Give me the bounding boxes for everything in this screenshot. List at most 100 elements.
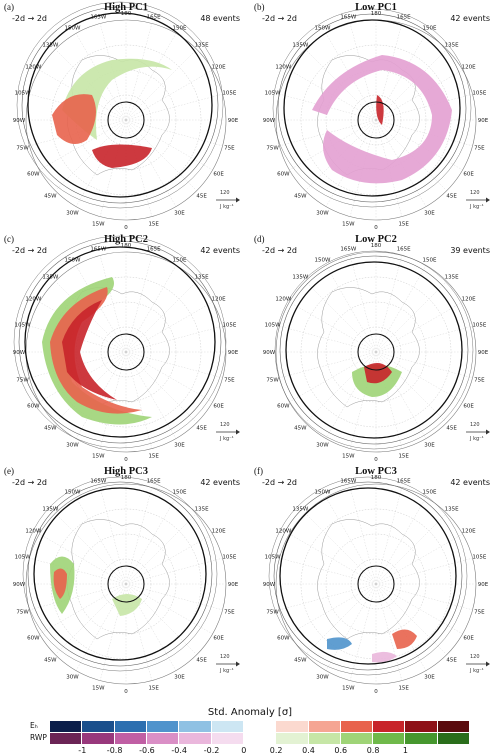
longitude-label: 150E — [423, 257, 437, 263]
longitude-label: 105E — [222, 90, 236, 96]
longitude-label: 90W — [263, 350, 276, 356]
colorbar-row-rwp — [50, 733, 471, 744]
panel-time-window: -2d → 2d — [262, 246, 298, 255]
longitude-label: 165E — [147, 479, 161, 485]
longitude-label: 150E — [173, 257, 187, 263]
colorbar-swatch — [437, 733, 471, 744]
longitude-label: 30W — [66, 675, 79, 681]
vector-key-unit: J kg⁻¹ — [220, 436, 234, 442]
longitude-label: 60E — [463, 636, 474, 642]
vector-key-value: 120 — [470, 190, 480, 196]
longitude-label: 150W — [65, 489, 81, 495]
longitude-label: 105E — [222, 322, 236, 328]
longitude-label: 75E — [474, 378, 485, 384]
panel-time-window: -2d → 2d — [12, 14, 48, 23]
longitude-label: 45W — [44, 658, 57, 664]
longitude-label: 0 — [124, 689, 128, 695]
contour-line — [18, 240, 222, 444]
coastline — [317, 287, 420, 408]
longitude-label: 135E — [445, 506, 459, 512]
longitude-label: 60W — [277, 172, 290, 178]
contour-line — [21, 6, 219, 204]
longitude-label: 75E — [474, 146, 485, 152]
panel-title: Low PC3 — [355, 466, 397, 477]
longitude-label: 15E — [398, 453, 409, 459]
jet-ring — [283, 19, 461, 197]
longitude-label: 105W — [15, 90, 31, 96]
contour-line — [16, 1, 224, 209]
longitude-label: 30E — [424, 211, 435, 217]
panel-time-window: -2d → 2d — [262, 478, 298, 487]
longitude-label: 120E — [462, 297, 476, 303]
map-panel: 180 165E 150E 135E 120E 105E 90E 75E 60E 45E 30E 15… — [2, 232, 250, 464]
panel-title: High PC2 — [103, 234, 149, 245]
longitude-label: 90W — [13, 582, 26, 588]
longitude-label: 15W — [342, 685, 355, 691]
colorbar-tick-label: 0.8 — [366, 746, 380, 755]
longitude-label: 120E — [212, 65, 226, 71]
anomaly-region — [62, 300, 117, 400]
panel-event-count: 48 events — [200, 14, 240, 23]
anomaly-region — [312, 55, 452, 184]
longitude-label: 105W — [265, 90, 281, 96]
longitude-label: 30E — [174, 443, 185, 449]
colorbar: Std. Anomaly [σ] Eₕ RWP -1 -0.8 -0.6 -0.4 -0… — [30, 706, 500, 756]
longitude-label: 135E — [195, 274, 209, 280]
arrow-icon — [466, 429, 490, 435]
longitude-label: 135E — [195, 506, 209, 512]
longitude-label: 45W — [44, 426, 57, 432]
map-panel: 180 165E 150E 135E 120E 105E 90E 75E 60E 45E 30E 15… — [252, 0, 500, 232]
longitude-label: 15W — [92, 685, 105, 691]
panel-time-window: -2d → 2d — [12, 478, 48, 487]
longitude-label: 45W — [294, 194, 307, 200]
longitude-label: 165E — [397, 479, 411, 485]
vector-key-unit: J kg⁻¹ — [220, 204, 234, 210]
longitude-label: 15E — [148, 221, 159, 227]
anomaly-region — [92, 144, 152, 168]
longitude-label: 0 — [374, 225, 378, 231]
longitude-label: 180 — [121, 475, 132, 481]
longitude-label: 165E — [397, 15, 411, 21]
longitude-label: 180 — [371, 11, 382, 17]
longitude-label: 30W — [316, 675, 329, 681]
polar-map: 180 165E 150E 135E 120E 105E 90E 75E 60E 45E 30E 15… — [13, 1, 239, 231]
longitude-label: 30E — [174, 675, 185, 681]
map-panel: 180 165E 150E 135E 120E 105E 90E 75E 60E 45E 30E 15… — [252, 464, 500, 696]
panel-label: (b) — [254, 2, 265, 12]
longitude-label: 15E — [398, 685, 409, 691]
longitude-label: 30W — [316, 443, 329, 449]
arrow-icon — [466, 197, 490, 203]
longitude-label: 120W — [275, 297, 291, 303]
longitude-label: 90E — [228, 350, 239, 356]
longitude-label: 60W — [277, 404, 290, 410]
longitude-label: 60W — [277, 636, 290, 642]
colorbar-title: Std. Anomaly [σ] — [207, 707, 293, 718]
longitude-label: 105E — [472, 554, 486, 560]
longitude-label: 0 — [124, 225, 128, 231]
colorbar-swatch — [179, 733, 212, 744]
longitude-label: 75W — [266, 378, 279, 384]
longitude-label: 75W — [266, 610, 279, 616]
longitude-label: 90W — [263, 118, 276, 124]
colorbar-tick-label: 1 — [402, 746, 408, 755]
longitude-label: 0 — [374, 689, 378, 695]
polar-map: 180 165E 150E 135E 120E 105E 90E 75E 60E 45E 30E 15… — [263, 8, 489, 231]
longitude-label: 135E — [195, 42, 209, 48]
vector-key: 120 J kg⁻¹ — [462, 422, 494, 448]
colorbar-tick-label: -1 — [78, 746, 87, 755]
longitude-label: 105W — [15, 554, 31, 560]
vector-key: 120 J kg⁻¹ — [212, 654, 244, 680]
longitude-label: 30W — [66, 443, 79, 449]
longitude-label: 120W — [25, 529, 41, 535]
colorbar-tick-label: 0 — [241, 746, 247, 755]
vector-key-value: 120 — [220, 422, 230, 428]
longitude-label: 15E — [148, 685, 159, 691]
anomaly-region — [50, 287, 142, 414]
panel-event-count: 42 events — [450, 478, 490, 487]
panel-label: (e) — [4, 466, 14, 476]
pole-ring — [357, 101, 395, 139]
longitude-label: 60E — [213, 404, 224, 410]
colorbar-swatch — [405, 733, 438, 744]
colorbar-swatch — [82, 721, 115, 732]
longitude-label: 45W — [294, 426, 307, 432]
